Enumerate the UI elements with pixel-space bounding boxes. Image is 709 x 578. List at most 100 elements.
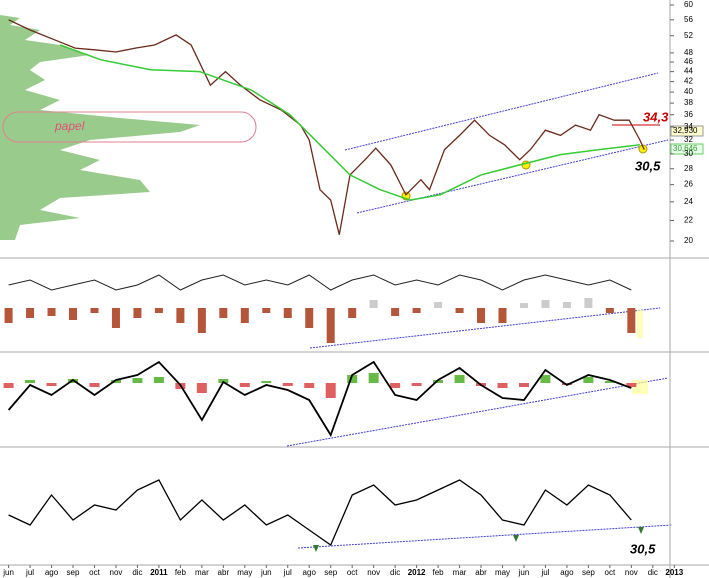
- trend-line: [356, 139, 669, 214]
- histogram-bar: [411, 383, 422, 386]
- x-tick-label: oct: [89, 568, 100, 577]
- histogram-bar: [627, 308, 636, 333]
- histogram-bar: [283, 308, 292, 318]
- histogram-bar: [325, 383, 336, 398]
- volume-profile: [0, 15, 200, 240]
- x-tick-label: mar: [453, 568, 467, 577]
- histogram-bar: [26, 308, 35, 318]
- price-line: [59, 44, 640, 201]
- histogram-bar: [369, 300, 378, 308]
- y-tick-label: 56: [684, 15, 693, 24]
- x-tick-label: jul: [283, 568, 292, 577]
- x-tick-label: sep: [324, 568, 337, 577]
- trend-line: [344, 72, 659, 151]
- annotation: 34,3: [643, 109, 669, 124]
- x-tick-label: oct: [347, 568, 358, 577]
- histogram-bar: [519, 303, 528, 308]
- y-tick-label: 38: [684, 98, 693, 107]
- x-tick-label: sep: [67, 568, 80, 577]
- histogram-bar: [347, 375, 358, 383]
- y-tick-label: 22: [684, 216, 693, 225]
- histogram-bar: [604, 381, 615, 383]
- y-tick-label: 34: [684, 122, 693, 131]
- price-tag: [670, 125, 704, 137]
- histogram-bar: [368, 373, 379, 383]
- x-tick-label: jun: [260, 568, 272, 577]
- y-tick-label: 30: [684, 149, 693, 158]
- histogram-bar: [197, 308, 206, 333]
- annotation: 30,5: [635, 158, 661, 173]
- histogram-bar: [541, 300, 550, 308]
- histogram-bar: [390, 383, 401, 388]
- y-tick-label: 42: [684, 77, 693, 86]
- x-tick-label: sep: [582, 568, 595, 577]
- annotation: papel: [54, 119, 85, 133]
- histogram-bar: [239, 383, 250, 387]
- highlight: [637, 310, 643, 338]
- histogram-bar: [497, 383, 508, 388]
- trend-line: [286, 377, 669, 447]
- price-line: [8, 19, 645, 235]
- x-tick-label: ago: [303, 568, 317, 577]
- histogram-bar: [433, 380, 444, 383]
- histogram-bar: [498, 308, 507, 323]
- indicator-line: [8, 479, 632, 546]
- histogram-bar: [605, 308, 614, 313]
- histogram-bar: [153, 377, 164, 383]
- x-tick-label: abr: [475, 568, 487, 577]
- histogram-bar: [133, 308, 142, 318]
- x-tick-label: feb: [433, 568, 445, 577]
- x-tick-label: jul: [540, 568, 549, 577]
- x-tick-label: ago: [45, 568, 59, 577]
- y-tick-label: 44: [684, 67, 693, 76]
- y-tick-label: 28: [684, 164, 693, 173]
- histogram-bar: [154, 308, 163, 313]
- histogram-bar: [89, 383, 100, 387]
- histogram-bar: [304, 383, 315, 388]
- x-tick-label: dic: [390, 568, 400, 577]
- histogram-bar: [69, 308, 78, 320]
- histogram-bar: [584, 298, 593, 308]
- histogram-bar: [90, 308, 99, 313]
- annotation: 30,5: [630, 541, 656, 556]
- x-tick-label: may: [495, 568, 510, 577]
- y-tick-label: 40: [684, 87, 693, 96]
- y-tick-label: 48: [684, 48, 693, 57]
- histogram-bar: [47, 308, 56, 316]
- x-tick-label: abr: [218, 568, 230, 577]
- histogram-bar: [111, 308, 120, 328]
- x-tick-label: oct: [605, 568, 616, 577]
- histogram-bar: [46, 383, 57, 386]
- trend-line: [309, 307, 661, 349]
- histogram-bar: [110, 380, 121, 383]
- histogram-bar: [562, 302, 571, 308]
- histogram-bar: [477, 308, 486, 323]
- price-tag: [670, 143, 704, 155]
- y-tick-label: 20: [684, 236, 693, 245]
- histogram-bar: [4, 308, 13, 323]
- oscillator-line: [8, 274, 632, 291]
- x-tick-label: mar: [195, 568, 209, 577]
- histogram-bar: [348, 308, 357, 318]
- y-tick-label: 26: [684, 180, 693, 189]
- histogram-bar: [262, 308, 271, 313]
- x-tick-label: may: [237, 568, 252, 577]
- x-tick-label: feb: [175, 568, 187, 577]
- histogram-bar: [261, 381, 272, 383]
- histogram-bar: [326, 308, 335, 343]
- trend-line: [297, 524, 673, 549]
- histogram-bar: [434, 302, 443, 308]
- histogram-bar: [626, 383, 637, 387]
- histogram-bar: [219, 308, 228, 318]
- histogram-bar: [518, 383, 529, 387]
- y-tick-label: 52: [684, 31, 693, 40]
- y-tick-label: 46: [684, 57, 693, 66]
- price-tag-label: 32,930: [673, 126, 698, 135]
- papel-zone: [2, 111, 257, 143]
- x-tick-label: 2012: [408, 568, 426, 577]
- histogram-bar: [25, 380, 36, 383]
- x-tick-label: dic: [132, 568, 142, 577]
